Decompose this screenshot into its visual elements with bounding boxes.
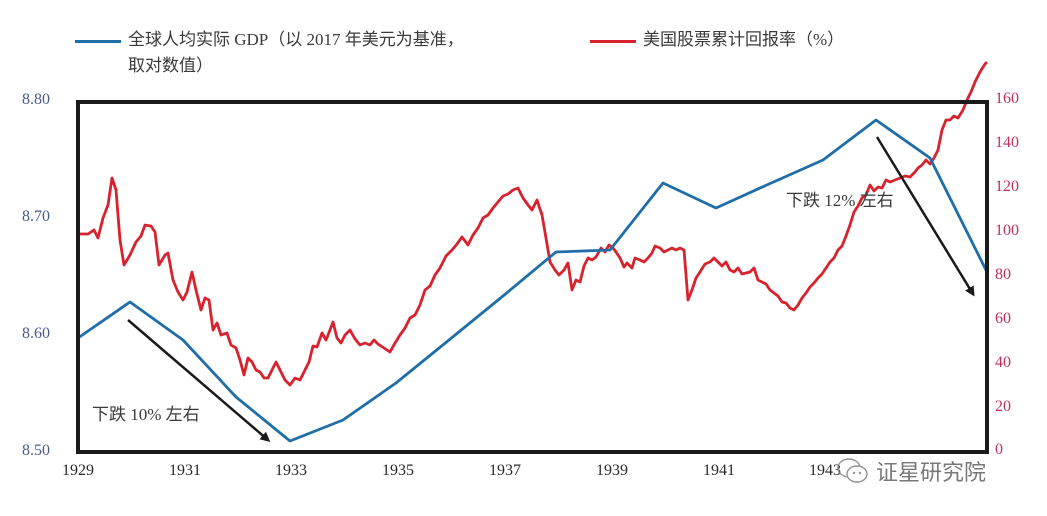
right-axis-tick: 20: [995, 398, 1011, 415]
legend-swatch-stock: [590, 40, 636, 43]
legend-label-gdp: 全球人均实际 GDP（以 2017 年美元为基准，: [128, 30, 464, 49]
left-axis-tick: 8.50: [22, 442, 50, 459]
right-axis-tick: 60: [995, 310, 1011, 327]
watermark-text: 证星研究院: [876, 461, 987, 486]
annotation-drop-10: 下跌 10% 左右: [92, 405, 200, 424]
legend-swatch-gdp: [75, 40, 121, 43]
gdp-line: [77, 118, 989, 443]
x-axis-tick: 1943: [809, 462, 841, 479]
right-axis-tick: 80: [995, 266, 1011, 283]
watermark: 证星研究院: [836, 455, 986, 487]
left-axis-tick: 8.70: [22, 208, 50, 225]
annotation-drop-12: 下跌 12% 左右: [786, 191, 894, 210]
drop-arrow-1: [127, 319, 271, 442]
plot-frame: [76, 100, 989, 454]
x-axis-tick: 1929: [62, 462, 94, 479]
x-axis-tick: 1941: [703, 462, 735, 479]
x-axis-tick: 1937: [489, 462, 521, 479]
x-axis-tick: 1933: [275, 462, 307, 479]
right-axis-tick: 120: [995, 178, 1019, 195]
left-axis-tick: 8.60: [22, 325, 50, 342]
legend-label-stock: 美国股票累计回报率（%）: [643, 30, 845, 49]
right-axis-tick: 40: [995, 354, 1011, 371]
x-axis-tick: 1935: [382, 462, 414, 479]
x-axis-tick: 1939: [596, 462, 628, 479]
legend-label-gdp-line2: 取对数值）: [128, 56, 213, 75]
right-axis-tick: 100: [995, 222, 1019, 239]
stock-return-line: [78, 61, 988, 387]
x-axis-tick: 1931: [169, 462, 201, 479]
right-axis-tick: 160: [995, 90, 1019, 107]
right-axis-tick: 140: [995, 134, 1019, 151]
wechat-icon: [836, 456, 870, 486]
left-axis-tick: 8.80: [22, 91, 50, 108]
right-axis-tick: 0: [995, 441, 1003, 458]
drop-arrow-2: [875, 136, 975, 297]
